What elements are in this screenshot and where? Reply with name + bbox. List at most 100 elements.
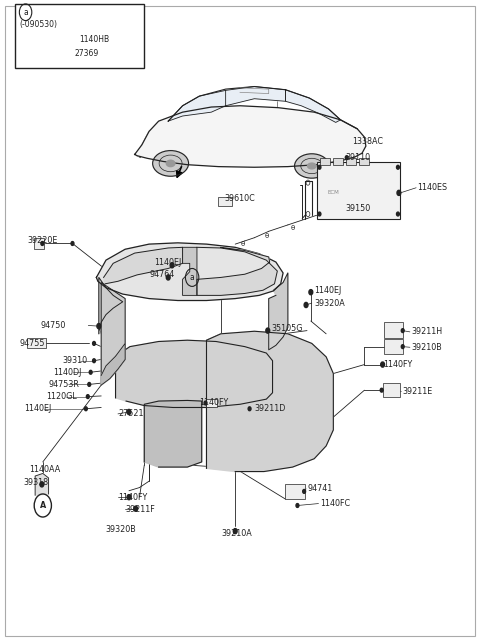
Text: 39310: 39310 — [63, 356, 88, 365]
Polygon shape — [269, 273, 288, 350]
Circle shape — [127, 410, 131, 415]
Circle shape — [309, 290, 313, 295]
Text: 39211F: 39211F — [125, 505, 155, 514]
Polygon shape — [116, 340, 273, 408]
Text: θ: θ — [240, 241, 244, 247]
Text: 1140ES: 1140ES — [417, 183, 447, 192]
Text: 39318: 39318 — [24, 478, 49, 487]
Circle shape — [97, 324, 101, 329]
Polygon shape — [104, 247, 182, 284]
Text: a: a — [23, 8, 28, 17]
Bar — [317, 162, 400, 218]
Bar — [333, 158, 343, 166]
Text: 1140FC: 1140FC — [321, 499, 350, 508]
Text: a: a — [190, 273, 194, 282]
Text: 94755: 94755 — [20, 339, 45, 348]
Bar — [359, 158, 369, 166]
Circle shape — [93, 359, 96, 363]
Circle shape — [296, 503, 299, 507]
Text: 39320B: 39320B — [105, 525, 136, 534]
Ellipse shape — [166, 160, 175, 167]
Circle shape — [88, 383, 91, 386]
Text: 1140EJ: 1140EJ — [314, 286, 341, 295]
Ellipse shape — [295, 154, 329, 178]
Bar — [206, 399, 217, 408]
Text: 94764: 94764 — [149, 270, 174, 279]
Circle shape — [93, 342, 96, 345]
Polygon shape — [35, 473, 48, 495]
Circle shape — [381, 362, 384, 367]
Circle shape — [380, 388, 383, 392]
Text: 39110: 39110 — [345, 153, 371, 162]
Circle shape — [86, 395, 89, 399]
Circle shape — [318, 166, 321, 169]
Bar — [286, 483, 305, 499]
Bar — [384, 322, 403, 338]
Circle shape — [41, 241, 44, 245]
Bar — [218, 197, 232, 205]
Text: A: A — [40, 501, 46, 510]
Bar — [321, 158, 330, 166]
Bar — [383, 383, 400, 397]
Text: 39210B: 39210B — [411, 343, 442, 352]
Text: 1140EJ: 1140EJ — [24, 404, 52, 413]
Bar — [384, 339, 403, 354]
Text: 1338AC: 1338AC — [352, 137, 384, 146]
Text: (-090530): (-090530) — [20, 20, 58, 29]
Bar — [346, 158, 356, 166]
Polygon shape — [144, 401, 202, 467]
Text: 39210A: 39210A — [222, 529, 252, 538]
Text: 35105G: 35105G — [271, 324, 302, 333]
Polygon shape — [168, 91, 226, 121]
Text: θ: θ — [290, 225, 295, 231]
Text: 27369: 27369 — [75, 49, 99, 58]
Circle shape — [39, 45, 42, 49]
Circle shape — [401, 329, 404, 333]
Text: 39320A: 39320A — [314, 299, 345, 308]
Circle shape — [89, 370, 92, 374]
Ellipse shape — [153, 151, 189, 176]
Circle shape — [248, 407, 251, 411]
Text: 1120GL: 1120GL — [46, 392, 77, 401]
Polygon shape — [286, 90, 340, 123]
Circle shape — [71, 241, 74, 245]
Text: 39150: 39150 — [345, 204, 371, 213]
Bar — [15, 4, 144, 68]
Polygon shape — [101, 343, 125, 385]
Circle shape — [397, 190, 401, 195]
Text: 39211H: 39211H — [411, 327, 443, 336]
Circle shape — [303, 489, 306, 493]
Ellipse shape — [308, 163, 316, 169]
Circle shape — [396, 212, 399, 216]
Text: 1140EJ: 1140EJ — [154, 257, 181, 266]
Circle shape — [204, 401, 207, 405]
Text: 1140AA: 1140AA — [29, 465, 60, 474]
Circle shape — [396, 166, 399, 169]
Text: 1140DJ: 1140DJ — [53, 368, 82, 377]
Circle shape — [134, 506, 138, 511]
Circle shape — [318, 212, 321, 216]
Polygon shape — [135, 106, 366, 168]
Circle shape — [84, 407, 87, 411]
Text: ECM: ECM — [327, 191, 339, 195]
Circle shape — [170, 263, 174, 268]
Circle shape — [166, 275, 170, 280]
Circle shape — [233, 528, 237, 534]
Bar — [27, 338, 46, 348]
Circle shape — [266, 328, 270, 333]
Polygon shape — [99, 277, 123, 334]
Polygon shape — [226, 87, 286, 106]
Text: 39220E: 39220E — [27, 236, 58, 245]
Text: 39211D: 39211D — [254, 404, 286, 413]
Circle shape — [127, 494, 131, 499]
Text: 39211E: 39211E — [403, 387, 433, 396]
Text: 94753R: 94753R — [48, 380, 79, 389]
Text: 94741: 94741 — [307, 484, 332, 493]
Text: 1140FY: 1140FY — [199, 399, 228, 408]
Polygon shape — [96, 243, 283, 300]
Bar — [34, 238, 44, 248]
Text: 1140FY: 1140FY — [118, 492, 147, 501]
Polygon shape — [182, 247, 197, 295]
Circle shape — [304, 302, 308, 308]
Circle shape — [40, 482, 44, 487]
